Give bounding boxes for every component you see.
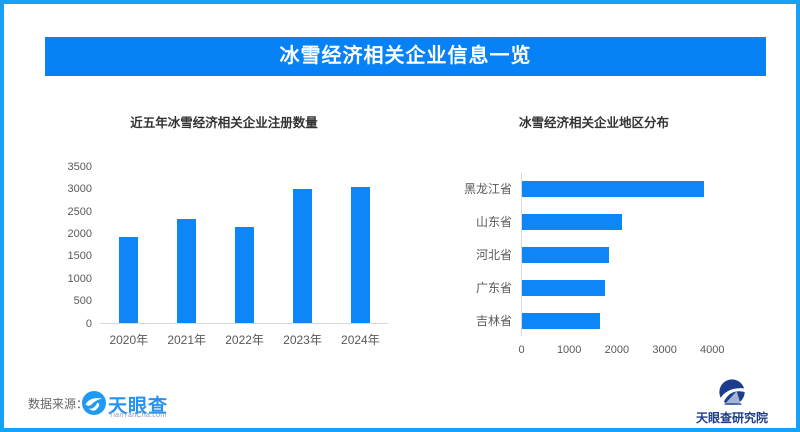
bar-黑龙江省 <box>522 181 705 197</box>
bar-2020年 <box>119 236 139 323</box>
y-axis-tick-label: 3000 <box>67 183 92 196</box>
y-axis-tick-label: 1000 <box>67 272 92 285</box>
x-axis-tick-label: 4000 <box>700 344 725 356</box>
x-axis-category-label: 2021年 <box>167 333 207 347</box>
left-chart-title: 近五年冰雪经济相关企业注册数量 <box>130 116 318 130</box>
tianyancha-eye-icon <box>82 391 106 415</box>
y-axis-line <box>521 173 522 336</box>
bar-山东省 <box>522 214 622 230</box>
tianyancha-logo-text: 天眼查 <box>108 396 169 417</box>
bar-吉林省 <box>522 313 601 329</box>
bar-2023年 <box>293 189 312 323</box>
x-axis-category-label: 2020年 <box>109 333 149 347</box>
x-axis-tick-label: 1000 <box>556 344 582 356</box>
right-chart-title: 冰雪经济相关企业地区分布 <box>518 116 669 130</box>
y-axis-tick-label: 1500 <box>67 250 92 263</box>
bar-河北省 <box>522 247 610 263</box>
bar-2021年 <box>177 218 197 323</box>
category-label-山东省: 山东省 <box>475 215 512 229</box>
bar-2024年 <box>350 187 370 323</box>
category-label-黑龙江省: 黑龙江省 <box>463 182 512 196</box>
tianyancha-institute-icon <box>718 379 746 405</box>
category-label-河北省: 河北省 <box>475 248 512 262</box>
x-axis-tick-label: 0 <box>518 344 525 356</box>
y-axis-tick-label: 3500 <box>67 161 92 173</box>
category-label-广东省: 广东省 <box>475 281 512 295</box>
x-axis-category-label: 2024年 <box>341 333 380 347</box>
x-axis-tick-label: 2000 <box>604 344 630 356</box>
x-axis-tick-label: 3000 <box>652 344 677 356</box>
y-axis-tick-label: 500 <box>73 295 92 308</box>
bar-2022年 <box>235 227 255 323</box>
page-title: 冰雪经济相关企业信息一览 <box>45 37 766 76</box>
tianyancha-logo-url-text: TianYanCha.com <box>109 412 167 419</box>
y-axis-tick-label: 2500 <box>67 205 92 218</box>
data-source-label: 数据来源： <box>28 397 89 411</box>
y-axis-tick-label: 2000 <box>67 228 92 241</box>
institute-name: 天眼查研究院 <box>695 411 768 425</box>
x-axis-line <box>100 323 388 324</box>
y-axis-tick-label: 0 <box>85 317 92 330</box>
bar-广东省 <box>522 280 606 296</box>
x-axis-category-label: 2022年 <box>225 333 264 347</box>
x-axis-category-label: 2023年 <box>283 333 322 347</box>
category-label-吉林省: 吉林省 <box>475 314 512 328</box>
